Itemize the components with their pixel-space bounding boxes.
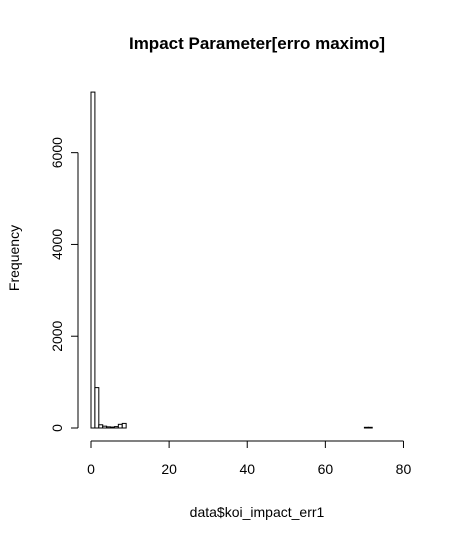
- bars-layer: [90, 91, 373, 429]
- y-tick-label: 0: [49, 424, 65, 432]
- histogram-bar: [363, 426, 369, 429]
- y-axis: 0 2000 4000 6000: [49, 137, 79, 432]
- x-tick-label: 60: [318, 461, 334, 477]
- histogram-bar: [94, 387, 100, 429]
- histogram-bar: [98, 424, 104, 429]
- histogram-bar: [121, 422, 127, 429]
- histogram-bar: [113, 426, 119, 429]
- histogram-bar: [110, 426, 115, 429]
- histogram-bar: [117, 423, 123, 429]
- y-tick-label: 6000: [49, 137, 65, 168]
- chart-title: Impact Parameter[erro maximo]: [129, 34, 385, 53]
- x-axis-label: data$koi_impact_err1: [190, 504, 325, 520]
- histogram-bar: [102, 425, 108, 429]
- x-tick-label: 0: [87, 461, 95, 477]
- histogram-bar: [106, 426, 112, 429]
- x-tick-label: 20: [161, 461, 177, 477]
- x-tick-label: 80: [396, 461, 412, 477]
- histogram-bar: [367, 426, 373, 429]
- y-tick-label: 4000: [49, 229, 65, 260]
- y-tick-label: 2000: [49, 320, 65, 351]
- y-axis-label: Frequency: [6, 225, 22, 291]
- histogram-bar: [90, 91, 96, 429]
- x-axis: 0 20 40 60 80: [87, 440, 412, 477]
- x-tick-label: 40: [239, 461, 255, 477]
